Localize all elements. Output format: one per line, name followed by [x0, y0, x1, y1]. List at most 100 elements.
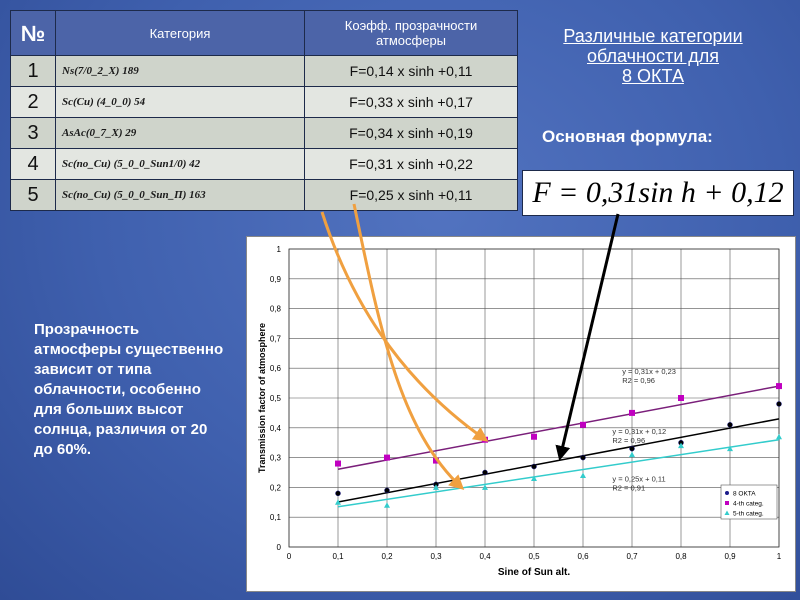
- legend-box: [720, 484, 778, 520]
- legend-marker: [724, 510, 730, 515]
- data-point: [678, 395, 684, 401]
- y-tick-label: 0,4: [270, 424, 282, 433]
- data-point: [629, 451, 635, 458]
- row-category: Ns(7/0_2_X) 189: [55, 55, 305, 87]
- data-point: [629, 409, 635, 416]
- legend-marker: [725, 491, 729, 495]
- data-point: [531, 463, 537, 470]
- data-point: [335, 490, 341, 497]
- y-tick-label: 0,2: [270, 483, 282, 492]
- x-tick-label: 0,1: [332, 552, 344, 561]
- data-point: [335, 460, 341, 467]
- data-point: [384, 454, 390, 461]
- x-axis-label: Sine of Sun alt.: [498, 567, 570, 578]
- data-point: [482, 436, 488, 443]
- data-point: [776, 401, 782, 407]
- slide-title: Различные категории облачности для 8 ОКТ…: [528, 26, 778, 86]
- legend-label: 4-th categ.: [733, 501, 764, 508]
- data-point: [580, 454, 586, 461]
- title-line3: 8 ОКТА: [622, 66, 684, 86]
- data-point: [580, 472, 586, 478]
- row-formula: F=0,14 x sinh +0,11: [304, 55, 518, 87]
- x-tick-label: 0,7: [626, 552, 638, 561]
- y-tick-label: 1: [277, 245, 282, 254]
- main-formula: F = 0,31sin h + 0,12: [532, 176, 784, 209]
- chart: 0 0,1 0,2 0,3 0,4 0,5 0,6 0,7 0,8 0,9 1 0 0,1 0,2 0,3 0…: [246, 236, 796, 592]
- trend-equation: y = 0,25x + 0,11: [612, 474, 665, 483]
- y-tick-label: 0,7: [270, 334, 282, 343]
- chart-svg: 0 0,1 0,2 0,3 0,4 0,5 0,6 0,7 0,8 0,9 1 0 0,1 0,2 0,3 0…: [257, 245, 782, 578]
- y-tick-label: 0,5: [270, 394, 282, 403]
- row-num: 5: [10, 179, 56, 211]
- row-formula: F=0,25 x sinh +0,11: [304, 179, 518, 211]
- data-point: [629, 445, 635, 452]
- row-category: Sc(no_Cu) (5_0_0_Sun_П) 163: [55, 179, 305, 211]
- data-point: [384, 487, 390, 494]
- formula-label: Основная формула:: [542, 127, 713, 146]
- x-tick-label: 0,3: [430, 552, 442, 561]
- data-point: [776, 433, 782, 440]
- header-coef-line1: Коэфф. прозрачности: [344, 18, 478, 33]
- table-row: 1 Ns(7/0_2_X) 189 F=0,14 x sinh +0,11: [10, 55, 518, 87]
- plot-area: [288, 248, 780, 548]
- row-num: 2: [10, 86, 56, 118]
- y-tick-label: 0,6: [270, 364, 282, 373]
- data-point: [580, 421, 586, 428]
- y-axis-label: Transmission factor of atmosphere: [257, 323, 267, 473]
- header-coef: Коэфф. прозрачности атмосферы: [304, 10, 518, 56]
- x-tick-label: 0,6: [577, 552, 589, 561]
- y-tick-label: 0: [277, 543, 282, 552]
- formula-box: F = 0,31sin h + 0,12: [522, 170, 794, 216]
- x-tick-label: 0,4: [479, 552, 491, 561]
- legend-label: 8 OKTA: [733, 491, 756, 498]
- x-tick-label: 0,8: [675, 552, 687, 561]
- row-num: 3: [10, 117, 56, 149]
- trend-line: [337, 438, 780, 508]
- legend-label: 5-th categ.: [733, 511, 764, 518]
- row-num: 1: [10, 55, 56, 87]
- row-category: AsAc(0_7_X) 29: [55, 117, 305, 149]
- data-point: [433, 457, 439, 464]
- data-point: [335, 499, 341, 505]
- y-tick-label: 0,3: [270, 454, 282, 463]
- x-tick-label: 1: [777, 552, 782, 561]
- y-tick-label: 0,9: [270, 275, 282, 284]
- table-row: 5 Sc(no_Cu) (5_0_0_Sun_П) 163 F=0,25 x s…: [10, 179, 518, 211]
- data-point: [531, 433, 537, 440]
- title-line1: Различные категории: [563, 26, 743, 46]
- y-tick-label: 0,1: [270, 513, 282, 522]
- trend-equation: y = 0,31x + 0,12: [612, 427, 666, 436]
- trend-equation: y = 0,31x + 0,23: [622, 367, 676, 376]
- data-point: [531, 475, 537, 481]
- x-tick-label: 0: [287, 552, 292, 561]
- trend-r2: R2 = 0,91: [612, 483, 645, 492]
- x-tick-label: 0,5: [528, 552, 540, 561]
- trend-r2: R2 = 0,96: [622, 376, 655, 385]
- data-point: [384, 502, 390, 508]
- header-num: №: [10, 10, 56, 56]
- x-tick-label: 0,9: [724, 552, 736, 561]
- row-category: Sc(Cu) (4_0_0) 54: [55, 86, 305, 118]
- table-row: 3 AsAc(0_7_X) 29 F=0,34 x sinh +0,19: [10, 117, 518, 149]
- category-table: № Категория Коэфф. прозрачности атмосфер…: [10, 10, 518, 211]
- row-formula: F=0,34 x sinh +0,19: [304, 117, 518, 149]
- trend-r2: R2 = 0,96: [612, 436, 645, 445]
- y-tick-label: 0,8: [270, 305, 282, 314]
- row-num: 4: [10, 148, 56, 180]
- table-header-row: № Категория Коэфф. прозрачности атмосфер…: [10, 10, 518, 56]
- table-row: 2 Sc(Cu) (4_0_0) 54 F=0,33 x sinh +0,17: [10, 86, 518, 118]
- data-point: [482, 469, 488, 476]
- x-tick-label: 0,2: [381, 552, 393, 561]
- header-category: Категория: [55, 10, 305, 56]
- data-point: [678, 442, 684, 449]
- legend-marker: [725, 501, 729, 505]
- row-formula: F=0,33 x sinh +0,17: [304, 86, 518, 118]
- note-text: Прозрачность атмосферы существенно завис…: [34, 321, 224, 458]
- data-point: [776, 383, 782, 390]
- data-point: [482, 484, 488, 490]
- row-formula: F=0,31 x sinh +0,22: [304, 148, 518, 180]
- data-point: [727, 445, 733, 452]
- title-line2: облачности для: [586, 46, 719, 66]
- data-point: [727, 422, 733, 428]
